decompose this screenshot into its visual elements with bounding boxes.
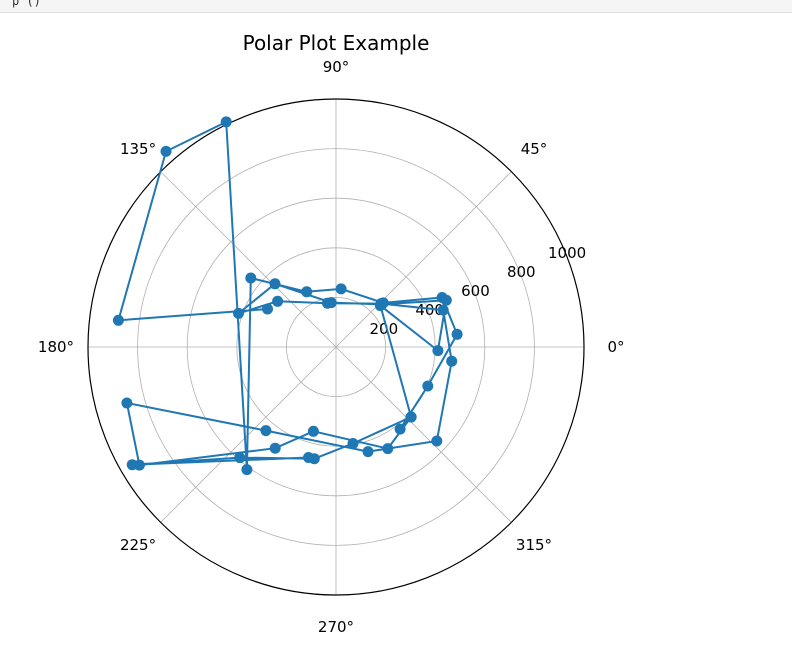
series-line (117, 120, 459, 470)
theta-tick-label: 225° (120, 536, 156, 554)
radial-tick-label: 200 (370, 320, 399, 338)
theta-tick-label: 0° (607, 338, 624, 356)
data-point-marker (301, 286, 313, 298)
theta-tick-label: 45° (521, 140, 548, 158)
chart-title: Polar Plot Example (243, 31, 430, 55)
data-point-marker (241, 464, 253, 476)
data-point-marker (160, 145, 172, 157)
radial-tick-label: 1000 (548, 244, 586, 262)
data-point-marker (432, 345, 444, 357)
theta-tick-label: 90° (323, 58, 350, 76)
polar-grid (88, 99, 584, 595)
data-point-marker (220, 116, 232, 128)
angular-gridline-135 (160, 171, 337, 348)
data-point-marker (325, 297, 337, 309)
data-point-marker (446, 355, 458, 367)
radial-tick-label: 600 (461, 282, 490, 300)
theta-tick-label: 135° (120, 140, 156, 158)
radial-tick-labels: 200 400 600 800 1000 (370, 244, 587, 338)
angular-gridline-315 (335, 346, 512, 523)
data-point-marker (272, 295, 284, 307)
data-point-marker (262, 303, 273, 315)
theta-tick-label: 270° (318, 618, 354, 636)
data-point-marker (307, 425, 319, 437)
data-point-marker (347, 438, 359, 449)
data-point-marker (405, 411, 417, 423)
data-point-marker (451, 328, 463, 340)
data-point-marker (437, 304, 449, 316)
data-point-marker (440, 294, 452, 306)
code-cell-text: p () (12, 0, 41, 8)
data-point-marker (269, 278, 281, 290)
theta-tick-label: 180° (38, 338, 74, 356)
data-point-marker (260, 425, 272, 437)
data-point-marker (382, 443, 394, 455)
data-point-marker (234, 452, 246, 464)
data-point-marker (112, 314, 124, 326)
data-point-marker (245, 272, 257, 284)
data-point-marker (431, 435, 443, 447)
angular-gridline-45 (335, 171, 512, 348)
data-point-marker (233, 307, 244, 319)
theta-tick-label: 315° (516, 536, 552, 554)
data-series (112, 116, 463, 476)
radial-tick-label: 800 (507, 263, 536, 281)
data-point-marker (394, 423, 406, 435)
theta-tick-labels: 0° 45° 90° 135° 180° 225° 270° 315° (38, 58, 625, 636)
radial-tick-label: 400 (415, 301, 444, 319)
data-point-marker (303, 452, 314, 463)
data-point-marker (335, 283, 347, 295)
data-point-marker (422, 380, 434, 392)
data-point-marker (121, 397, 133, 409)
data-point-marker (362, 446, 374, 458)
data-point-marker (269, 442, 281, 454)
polar-spine (87, 98, 585, 596)
data-point-marker (126, 459, 138, 471)
polar-spine-group (87, 98, 585, 596)
data-point-marker (374, 300, 386, 312)
notebook-code-cell-strip: p () (0, 0, 792, 13)
